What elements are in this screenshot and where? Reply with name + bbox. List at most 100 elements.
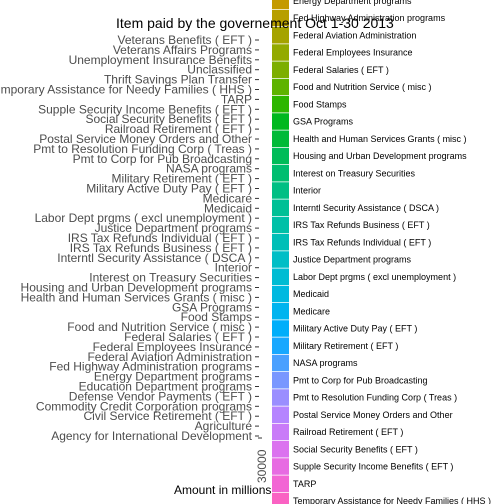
category-label: Education Department programs [79,380,252,394]
category-label: Military Active Duty Pay ( EFT ) [86,182,252,196]
legend-key [272,492,289,504]
category-label: Labor Dept prgms ( excl unemployment ) [35,211,252,225]
legend-label: Interest on Treasury Securities [293,168,416,178]
category-label: Veterans Affairs Programs [113,43,252,57]
legend-label: Labor Dept prgms ( excl unemployment ) [293,272,456,282]
legend-label: Energy Department programs [293,0,412,6]
category-label: Civil Service Retirement ( EFT ) [84,409,252,423]
category-label: Federal Employees Insurance [93,340,253,354]
legend-label: Interior [293,186,321,196]
category-label: Social Security Benefits ( EFT ) [86,112,253,126]
chart-title: Item paid by the governement Oct 1-30 20… [116,15,394,31]
legend-key [272,354,289,372]
category-label: Pmt to Resolution Funding Corp ( Treas ) [33,142,252,156]
legend-key [272,182,289,199]
category-label: IRS Tax Refunds Business ( EFT ) [70,241,252,255]
legend-label: Medicaid [293,289,329,299]
category-label: Food and Nutrition Service ( misc ) [67,320,252,334]
legend-label: Pmt to Corp for Pub Broadcasting [293,375,428,385]
category-label: TARP [221,92,252,106]
legend-label: Pmt to Resolution Funding Corp ( Treas ) [293,393,457,403]
category-label: Food Stamps [181,310,252,324]
legend-label: Federal Employees Insurance [293,48,413,58]
category-label: Agriculture [195,419,253,433]
category-label: Military Retirement ( EFT ) [112,172,252,186]
legend-key [272,475,289,492]
legend-key [272,406,289,423]
legend-label: Federal Salaries ( EFT ) [293,65,389,75]
legend-key [272,423,289,441]
legend-label: TARP [293,479,316,489]
category-label: Health and Human Services Grants ( misc … [21,290,252,304]
category-label: Interntl Security Assistance ( DSCA ) [57,251,252,265]
legend-label: Food Stamps [293,99,347,109]
legend-key [272,44,289,61]
legend-key [272,0,289,9]
legend-label: Medicare [293,306,330,316]
legend-label: Health and Human Services Grants ( misc … [293,134,467,144]
legend-key [272,337,289,354]
legend-label: IRS Tax Refunds Business ( EFT ) [293,220,430,230]
x-axis: 30000 [255,437,269,483]
legend-label: NASA programs [293,358,358,368]
legend-key [272,9,289,27]
legend-label: Temporary Assistance for Needy Families … [293,496,491,504]
legend-label: Supple Security Income Benefits ( EFT ) [293,462,453,472]
legend-key [272,303,289,320]
category-label: Supple Security Income Benefits ( EFT ) [38,102,252,116]
category-label: Federal Aviation Administration [87,350,252,364]
category-label: Railroad Retirement ( EFT ) [105,122,252,136]
legend-label: Railroad Retirement ( EFT ) [293,427,403,437]
legend-label: Fed Highway Administration programs [293,13,446,23]
category-label: Unemployment Insurance Benefits [69,53,252,67]
category-label: Defense Vendor Payments ( EFT ) [69,389,252,403]
legend-key [272,216,289,234]
legend-label: Military Retirement ( EFT ) [293,341,398,351]
legend-label: Interntl Security Assistance ( DSCA ) [293,203,439,213]
category-label: Pmt to Corp for Pub Broadcasting [73,152,252,166]
legend-key [272,61,289,78]
category-label: Medicaid [204,201,252,215]
legend-key [272,147,289,165]
legend-key [272,113,289,130]
legend-key [272,78,289,96]
category-label: Temporary Assistance for Needy Families … [0,83,252,97]
category-label: Thrift Savings Plan Transfer [104,73,252,87]
category-labels: Veterans Benefits ( EFT )Veterans Affair… [0,33,259,443]
legend-key [272,372,289,389]
x-tick-label: 30000 [255,449,269,483]
legend-key [272,251,289,268]
category-label: Energy Department programs [94,370,252,384]
legend-label: IRS Tax Refunds Individual ( EFT ) [293,237,431,247]
legend-label: Federal Aviation Administration [293,30,416,40]
legend-label: Postal Service Money Orders and Other [293,410,453,420]
category-label: Interior [215,261,252,275]
x-axis-title: Amount in millions [174,483,271,497]
legend-label: Justice Department programs [293,255,412,265]
category-label: IRS Tax Refunds Individual ( EFT ) [68,231,252,245]
legend-key [272,441,289,458]
category-label: NASA programs [166,162,252,176]
legend-key [272,320,289,337]
category-label: Commodity Credit Corporation programs [36,399,252,413]
legend-key [272,285,289,303]
category-label: Agency for International Development [51,429,252,443]
legend-key [272,458,289,475]
category-label: Justice Department programs [95,221,252,235]
legend-key [272,130,289,147]
legend-label: Social Security Benefits ( EFT ) [293,444,418,454]
legend-key [272,27,289,44]
legend-label: Military Active Duty Pay ( EFT ) [293,324,417,334]
legend-label: GSA Programs [293,117,354,127]
legend-key [272,96,289,113]
legend-key [272,199,289,216]
category-label: Federal Salaries ( EFT ) [124,330,252,344]
legend: Energy Department programs Fed Highway Ad… [272,0,491,504]
legend-label: Food and Nutrition Service ( misc ) [293,82,432,92]
legend-label: Housing and Urban Development programs [293,151,467,161]
legend-key [272,268,289,285]
legend-key [272,234,289,251]
legend-key [272,389,289,406]
category-label: Fed Highway Administration programs [49,360,252,374]
